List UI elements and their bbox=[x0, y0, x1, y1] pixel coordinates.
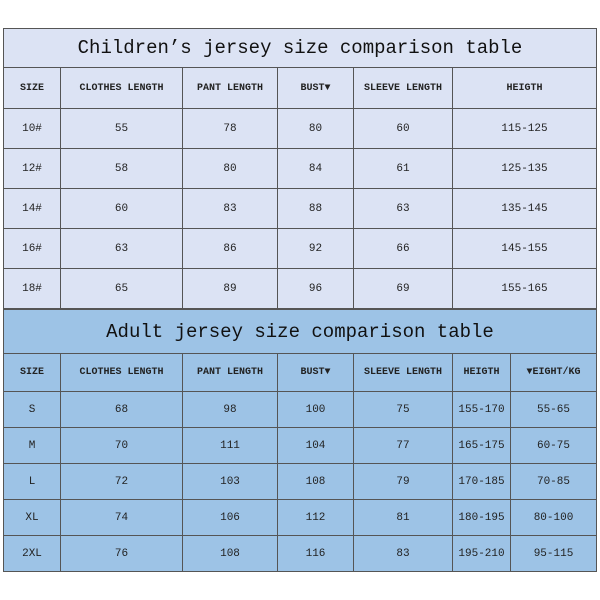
table-cell: S bbox=[3, 391, 61, 428]
table-row: M 70 111 104 77 165-175 60-75 bbox=[3, 427, 597, 464]
column-header: PANT LENGTH bbox=[182, 67, 278, 109]
table-cell: 165-175 bbox=[452, 427, 511, 464]
table-cell: 98 bbox=[182, 391, 278, 428]
table-cell: 63 bbox=[60, 228, 183, 269]
table-cell: 60 bbox=[353, 108, 453, 149]
table-cell: 80 bbox=[182, 148, 278, 189]
table-cell: 111 bbox=[182, 427, 278, 464]
table-cell: 195-210 bbox=[452, 535, 511, 572]
table-cell: 10# bbox=[3, 108, 61, 149]
table-cell: 60 bbox=[60, 188, 183, 229]
table-row: XL 74 106 112 81 180-195 80-100 bbox=[3, 499, 597, 536]
table-cell: 86 bbox=[182, 228, 278, 269]
table-cell: 115-125 bbox=[452, 108, 597, 149]
table-cell: 116 bbox=[277, 535, 354, 572]
table-cell: 70-85 bbox=[510, 463, 597, 500]
table-cell: 14# bbox=[3, 188, 61, 229]
table-cell: 92 bbox=[277, 228, 354, 269]
table-cell: 55 bbox=[60, 108, 183, 149]
column-header: SLEEVE LENGTH bbox=[353, 353, 453, 392]
table-cell: 108 bbox=[182, 535, 278, 572]
table-cell: 84 bbox=[277, 148, 354, 189]
table-cell: 16# bbox=[3, 228, 61, 269]
table-cell: 103 bbox=[182, 463, 278, 500]
column-header: ▼EIGHT/KG bbox=[510, 353, 597, 392]
table-cell: 79 bbox=[353, 463, 453, 500]
column-header: BUST▼ bbox=[277, 353, 354, 392]
table-cell: 108 bbox=[277, 463, 354, 500]
column-header: PANT LENGTH bbox=[182, 353, 278, 392]
table-cell: 69 bbox=[353, 268, 453, 309]
table-cell: 12# bbox=[3, 148, 61, 189]
table-cell: M bbox=[3, 427, 61, 464]
table-cell: 60-75 bbox=[510, 427, 597, 464]
table-cell: 68 bbox=[60, 391, 183, 428]
table-cell: 81 bbox=[353, 499, 453, 536]
children-table-title: Children’s jersey size comparison table bbox=[3, 28, 597, 68]
table-cell: 55-65 bbox=[510, 391, 597, 428]
table-cell: 170-185 bbox=[452, 463, 511, 500]
table-cell: 96 bbox=[277, 268, 354, 309]
table-cell: 18# bbox=[3, 268, 61, 309]
column-header: CLOTHES LENGTH bbox=[60, 67, 183, 109]
column-header: SIZE bbox=[3, 353, 61, 392]
table-cell: 112 bbox=[277, 499, 354, 536]
table-cell: L bbox=[3, 463, 61, 500]
table-cell: 77 bbox=[353, 427, 453, 464]
table-cell: 155-165 bbox=[452, 268, 597, 309]
table-cell: 106 bbox=[182, 499, 278, 536]
table-row: 10# 55 78 80 60 115-125 bbox=[3, 108, 597, 149]
table-cell: 76 bbox=[60, 535, 183, 572]
table-cell: 70 bbox=[60, 427, 183, 464]
column-header: HEIGTH bbox=[452, 67, 597, 109]
table-cell: 135-145 bbox=[452, 188, 597, 229]
children-size-table: Children’s jersey size comparison table … bbox=[3, 28, 597, 309]
table-cell: 78 bbox=[182, 108, 278, 149]
table-row: 16# 63 86 92 66 145-155 bbox=[3, 228, 597, 269]
table-cell: 88 bbox=[277, 188, 354, 229]
table-row: S 68 98 100 75 155-170 55-65 bbox=[3, 391, 597, 428]
table-cell: 83 bbox=[182, 188, 278, 229]
table-cell: 80 bbox=[277, 108, 354, 149]
table-cell: 63 bbox=[353, 188, 453, 229]
column-header: SLEEVE LENGTH bbox=[353, 67, 453, 109]
header-row: SIZE CLOTHES LENGTH PANT LENGTH BUST▼ SLEEVE… bbox=[3, 67, 597, 109]
table-cell: 65 bbox=[60, 268, 183, 309]
table-cell: XL bbox=[3, 499, 61, 536]
table-cell: 95-115 bbox=[510, 535, 597, 572]
table-cell: 75 bbox=[353, 391, 453, 428]
table-cell: 145-155 bbox=[452, 228, 597, 269]
table-cell: 125-135 bbox=[452, 148, 597, 189]
table-cell: 58 bbox=[60, 148, 183, 189]
table-cell: 80-100 bbox=[510, 499, 597, 536]
table-cell: 66 bbox=[353, 228, 453, 269]
table-cell: 2XL bbox=[3, 535, 61, 572]
table-cell: 104 bbox=[277, 427, 354, 464]
column-header: CLOTHES LENGTH bbox=[60, 353, 183, 392]
table-row: L 72 103 108 79 170-185 70-85 bbox=[3, 463, 597, 500]
table-row: 18# 65 89 96 69 155-165 bbox=[3, 268, 597, 309]
table-row: 2XL 76 108 116 83 195-210 95-115 bbox=[3, 535, 597, 572]
header-row: SIZE CLOTHES LENGTH PANT LENGTH BUST▼ SLEEVE… bbox=[3, 353, 597, 392]
table-cell: 61 bbox=[353, 148, 453, 189]
table-cell: 74 bbox=[60, 499, 183, 536]
table-row: 12# 58 80 84 61 125-135 bbox=[3, 148, 597, 189]
table-cell: 89 bbox=[182, 268, 278, 309]
table-cell: 83 bbox=[353, 535, 453, 572]
adult-table-title: Adult jersey size comparison table bbox=[3, 309, 597, 354]
table-cell: 100 bbox=[277, 391, 354, 428]
table-cell: 180-195 bbox=[452, 499, 511, 536]
table-cell: 72 bbox=[60, 463, 183, 500]
column-header: HEIGTH bbox=[452, 353, 511, 392]
table-cell: 155-170 bbox=[452, 391, 511, 428]
column-header: SIZE bbox=[3, 67, 61, 109]
column-header: BUST▼ bbox=[277, 67, 354, 109]
table-row: 14# 60 83 88 63 135-145 bbox=[3, 188, 597, 229]
adult-size-table: Adult jersey size comparison table SIZE C… bbox=[3, 309, 597, 572]
